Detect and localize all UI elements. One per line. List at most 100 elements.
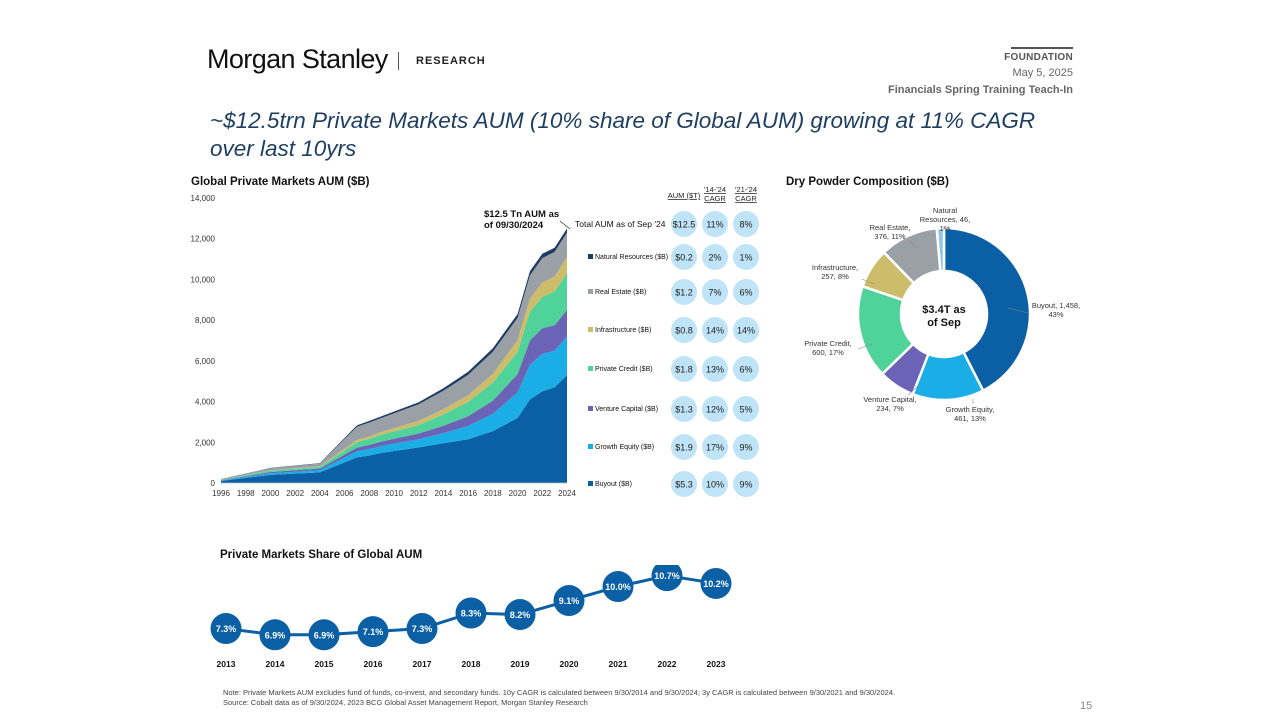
y-tick-label: 10,000 <box>191 275 216 284</box>
share-year-label: 2022 <box>658 659 677 669</box>
share-point-label: 10.0% <box>605 582 631 592</box>
share-year-label: 2021 <box>609 659 628 669</box>
share-year-label: 2020 <box>560 659 579 669</box>
brand-divider <box>398 52 399 70</box>
table-cell-bubble <box>733 471 759 497</box>
table-cell-value: 5% <box>739 405 752 415</box>
legend-swatch <box>588 444 593 449</box>
y-tick-label: 4,000 <box>195 398 216 407</box>
legend-swatch <box>588 481 593 486</box>
y-tick-label: 2,000 <box>195 438 216 447</box>
annotation-leader <box>560 220 571 230</box>
table-cell-bubble <box>671 434 697 460</box>
series-label: FOUNDATION <box>1004 52 1073 63</box>
share-point-label: 7.3% <box>412 624 433 634</box>
x-tick-label: 2014 <box>435 489 453 498</box>
y-tick-label: 0 <box>211 479 216 488</box>
donut-leader-line <box>1007 307 1029 314</box>
share-year-label: 2019 <box>511 659 530 669</box>
table-cell-bubble <box>702 356 728 382</box>
area-chart-title: Global Private Markets AUM ($B) <box>191 176 370 188</box>
footnote-note: Note: Private Markets AUM excludes fund … <box>223 688 896 697</box>
share-year-label: 2023 <box>707 659 726 669</box>
table-row-label: Real Estate ($B) <box>595 289 646 296</box>
area-series-infrastructure <box>221 257 567 480</box>
pie-chart-title: Dry Powder Composition ($B) <box>786 176 949 188</box>
share-point <box>210 613 242 645</box>
donut-center-label: $3.4T as of Sep <box>922 304 965 329</box>
brand-logo: Morgan Stanley <box>207 44 388 74</box>
x-tick-label: 1998 <box>237 489 255 498</box>
share-point-label: 6.9% <box>265 630 286 640</box>
donut-slice-label: Natural Resources, 46, 1% <box>920 206 970 233</box>
donut-leader-line <box>857 343 873 350</box>
share-point <box>553 585 585 617</box>
area-annotation: $12.5 Tn AUM as of 09/30/2024 <box>484 209 560 231</box>
area-series-buyout <box>221 375 567 483</box>
footnotes: Note: Private Markets AUM excludes fund … <box>223 688 1123 708</box>
share-point <box>700 567 732 599</box>
y-tick-label: 6,000 <box>195 357 216 366</box>
table-row-label: Buyout ($B) <box>595 481 632 488</box>
area-layers <box>221 228 567 483</box>
x-tick-label: 2012 <box>410 489 428 498</box>
table-cell-bubble <box>733 279 759 305</box>
share-year-label: 2014 <box>266 659 285 669</box>
share-point <box>651 565 683 592</box>
share-point-label: 9.1% <box>559 596 580 606</box>
table-cell-bubble <box>702 396 728 422</box>
report-date: May 5, 2025 <box>1012 67 1073 79</box>
table-cell-value: 7% <box>708 288 721 298</box>
donut-slice-label: Private Credit, 600, 17% <box>804 339 852 357</box>
table-row-label: Natural Resources ($B) <box>595 254 668 261</box>
share-point-label: 7.3% <box>216 624 237 634</box>
y-tick-label: 12,000 <box>191 235 216 244</box>
aum-cagr-table: AUM ($T)'14-'24 CAGR '21-'24 CAGR Total AUM … <box>575 185 759 497</box>
table-cell-value: 11% <box>706 220 723 230</box>
table-header-cagr3: '21-'24 CAGR <box>735 185 757 203</box>
table-cell-value: $0.2 <box>675 253 693 263</box>
area-series-real-estate <box>221 232 567 480</box>
table-cell-value: 1% <box>739 253 752 263</box>
table-cell-value: 9% <box>739 480 752 490</box>
table-cell-value: 14% <box>737 326 755 336</box>
event-title: Financials Spring Training Teach-In <box>888 84 1073 96</box>
share-point-label: 8.2% <box>510 610 531 620</box>
share-point-label: 6.9% <box>314 630 335 640</box>
share-point-label: 10.2% <box>703 579 729 589</box>
table-cell-bubble <box>671 317 697 343</box>
share-point <box>259 619 291 651</box>
table-cell-value: 17% <box>706 443 724 453</box>
table-cell-bubble <box>733 317 759 343</box>
table-cell-value: 6% <box>739 365 752 375</box>
x-tick-label: 2010 <box>385 489 403 498</box>
table-cell-value: 12% <box>706 405 724 415</box>
table-cell-bubble <box>733 211 759 237</box>
share-line-chart: 7.3% 2013 6.9% 2014 6.9% 2015 7.1% 2016 7.3% 2017… <box>210 565 732 669</box>
table-cell-value: 13% <box>706 365 724 375</box>
table-cell-bubble <box>702 211 728 237</box>
share-point-label: 8.3% <box>461 609 482 619</box>
x-tick-label: 2024 <box>558 489 576 498</box>
x-tick-label: 2016 <box>459 489 477 498</box>
table-cell-bubble <box>733 434 759 460</box>
legend-swatch <box>588 366 593 371</box>
table-cell-value: $0.8 <box>675 326 693 336</box>
table-cell-value: $1.8 <box>675 365 693 375</box>
table-cell-value: 6% <box>739 288 752 298</box>
table-cell-bubble <box>671 211 697 237</box>
table-cell-bubble <box>671 396 697 422</box>
share-point <box>357 616 389 648</box>
share-year-label: 2017 <box>413 659 432 669</box>
table-header-aum: AUM ($T) <box>668 191 701 200</box>
series-rule <box>1011 47 1073 49</box>
share-year-label: 2013 <box>217 659 236 669</box>
table-cell-value: 14% <box>706 326 724 336</box>
share-point <box>406 613 438 645</box>
line-chart-title: Private Markets Share of Global AUM <box>220 549 423 561</box>
donut-slice-label: Growth Equity, 461, 13% <box>946 405 995 423</box>
donut-slice-label: Venture Capital, 234, 7% <box>863 395 916 413</box>
table-cell-bubble <box>733 396 759 422</box>
table-cell-bubble <box>671 356 697 382</box>
table-header-cagr10: '14-'24 CAGR <box>704 185 726 203</box>
